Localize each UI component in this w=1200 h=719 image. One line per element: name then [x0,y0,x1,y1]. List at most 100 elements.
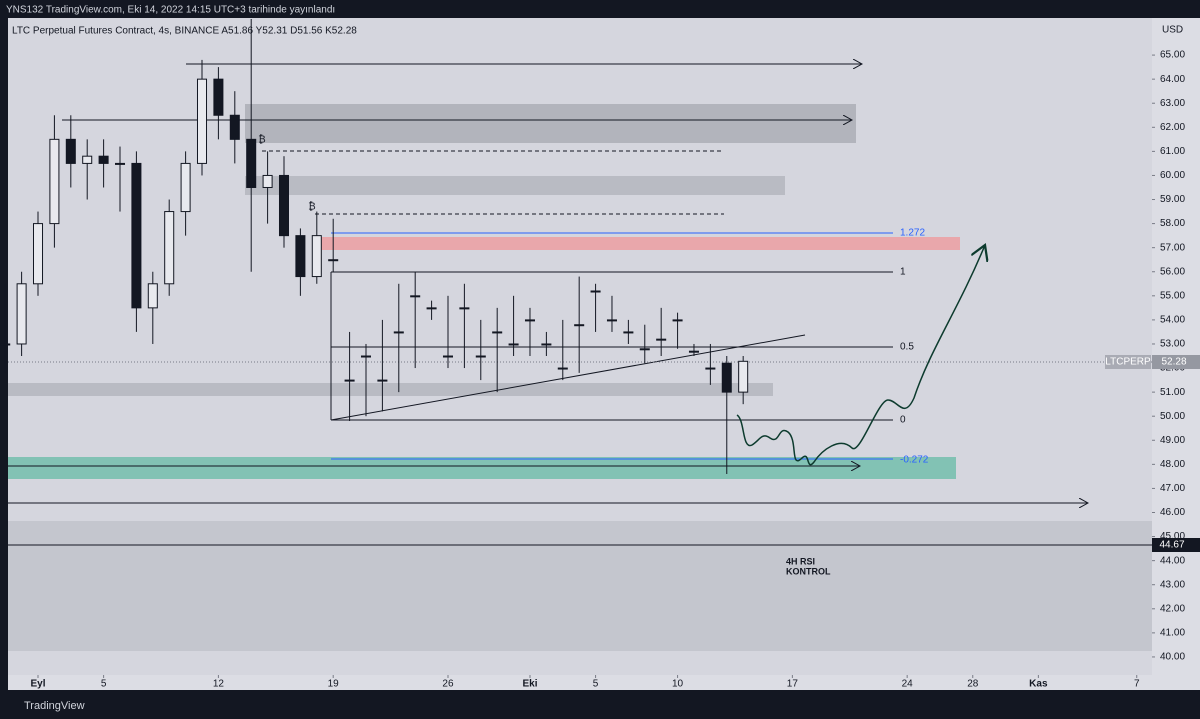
candle-body [229,114,240,140]
y-tick-label: 58.00 [1160,218,1185,229]
zone [8,383,773,396]
y-tick-label: 41.00 [1160,628,1185,639]
y-tick-label: 44.00 [1160,555,1185,566]
x-tick-label: 12 [213,679,225,690]
candle-body [475,355,486,358]
note: KONTROL [786,566,831,576]
candle-body [639,348,650,351]
candle-body [295,235,306,278]
marker: ₿ [308,201,315,213]
level-label-bg [1152,538,1200,552]
y-tick-label: 61.00 [1160,146,1185,157]
candle-body [196,78,208,164]
y-tick-label: 46.00 [1160,507,1185,518]
y-tick-label: 45.00 [1160,531,1185,542]
last-price: 52.28 [1161,357,1186,368]
y-tick-label: 43.00 [1160,579,1185,590]
x-tick-label: Kas [1029,679,1048,690]
candle-body [311,235,322,278]
y-tick-label: 40.00 [1160,652,1185,663]
candle-body [213,78,224,116]
candle-body [328,259,339,262]
y-tick-label: 57.00 [1160,242,1185,253]
candle-body [147,283,158,309]
time-axis [8,675,1200,690]
x-tick-label: 26 [442,679,454,690]
candle-body [492,331,503,334]
y-tick-label: 48.00 [1160,459,1185,470]
y-tick-label: 49.00 [1160,435,1185,446]
candle-body [344,379,355,382]
x-tick-label: 24 [902,679,914,690]
candle-body [524,319,535,322]
zone [245,104,856,143]
header: YNS132 TradingView.com, Eki 14, 2022 14:… [6,5,335,16]
candle-body [33,223,44,285]
projection-path [736,245,985,466]
candle-body [541,343,552,346]
candle-body [0,343,11,346]
x-tick-label: Eyl [31,679,46,690]
fib-label: 1.272 [900,228,925,239]
candle-body [656,338,667,341]
candle-body [131,162,142,309]
legend: LTC Perpetual Futures Contract, 4s, BINA… [12,26,357,37]
x-tick-label: 17 [787,679,799,690]
candle-body [738,360,749,393]
brand: TradingView [24,700,85,712]
price-axis [1152,18,1200,675]
candle-body [459,307,470,310]
zone [8,457,956,479]
y-tick-label: 42.00 [1160,603,1185,614]
x-tick-label: 7 [1134,679,1140,690]
candle-body [557,367,568,370]
x-tick-label: 5 [101,679,107,690]
fib-label: 0.5 [900,342,914,353]
candle-body [442,355,453,358]
candle-body [114,162,126,165]
y-tick-label: 64.00 [1160,74,1185,85]
y-tick-label: 56.00 [1160,266,1185,277]
currency: USD [1162,25,1183,36]
y-tick-label: 55.00 [1160,290,1185,301]
y-tick-label: 47.00 [1160,483,1185,494]
candle-body [410,295,421,298]
candle-body [508,343,519,346]
trend-line [330,334,806,421]
x-tick-label: 19 [328,679,340,690]
candle-body [721,362,732,393]
candle-body [16,283,27,345]
candle-body [49,138,60,225]
fib-label: -0.272 [900,455,929,466]
candle-body [82,155,93,164]
zone [320,237,960,250]
candle-body [98,155,109,164]
y-tick-label: 60.00 [1160,170,1185,181]
y-tick-label: 59.00 [1160,194,1185,205]
candle-body [590,290,601,293]
zone [245,176,785,195]
symbol-tag: LTCPERP [1105,357,1151,368]
candle-body [574,324,585,327]
note: 4H RSI [786,556,815,566]
candle-body [164,211,175,285]
candle-body [606,319,617,322]
drawings [8,64,1152,651]
candle-body [278,174,290,237]
y-tick-label: 50.00 [1160,411,1185,422]
x-tick-label: Eki [522,679,537,690]
candle-body [672,319,683,322]
candle-body [688,350,699,353]
candle-body [623,331,634,334]
fib-label: 0 [900,415,906,426]
candle-body [262,174,273,188]
marker: ₿ [258,134,265,146]
symbol-tag-bg [1105,355,1151,369]
y-tick-label: 63.00 [1160,98,1185,109]
candle-body [180,162,191,213]
y-tick-label: 53.00 [1160,339,1185,350]
y-tick-label: 51.00 [1160,387,1185,398]
candle-body [360,355,372,358]
candle-body [246,138,257,188]
